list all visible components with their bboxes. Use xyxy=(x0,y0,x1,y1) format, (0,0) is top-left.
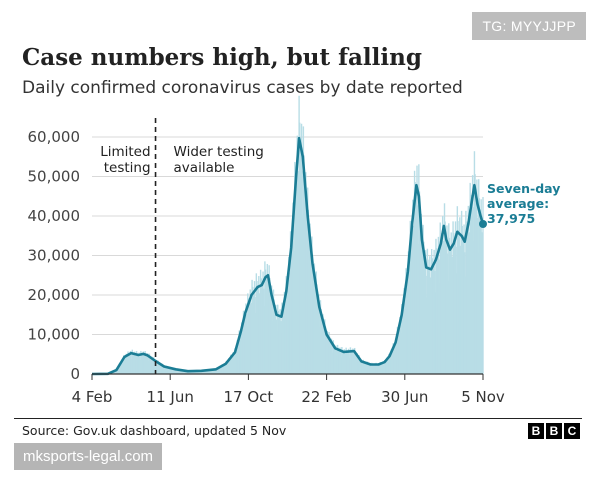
x-tick-label: 5 Nov xyxy=(461,388,505,406)
y-tick-label: 20,000 xyxy=(28,286,81,304)
wider-testing-label: Wider testing available xyxy=(174,144,264,176)
source-note: Source: Gov.uk dashboard, updated 5 Nov xyxy=(22,423,287,438)
y-tick-label: 0 xyxy=(70,365,80,383)
y-tick-label: 10,000 xyxy=(28,326,81,344)
y-tick-label: 50,000 xyxy=(28,168,81,186)
corner-tag: TG: MYYJJPP xyxy=(472,12,586,40)
seven-day-average-line xyxy=(91,136,485,376)
y-tick-label: 40,000 xyxy=(28,207,81,225)
bbc-logo-letter: B xyxy=(546,423,562,439)
x-tick-label: 22 Feb xyxy=(301,388,351,406)
limited-testing-label: Limited testing xyxy=(100,144,150,176)
bbc-logo-letter: C xyxy=(564,423,580,439)
x-tick-label: 17 Oct xyxy=(224,388,274,406)
x-tick-label: 11 Jun xyxy=(147,388,194,406)
chart-canvas: 0 10,000 20,000 30,000 40,000 50,000 60,000 4 F… xyxy=(28,95,560,406)
footer-divider xyxy=(14,418,582,419)
watermark-badge: mksports-legal.com xyxy=(14,443,163,470)
bbc-logo: B B C xyxy=(528,423,580,439)
chart-subtitle: Daily confirmed coronavirus cases by dat… xyxy=(22,78,463,98)
bbc-logo-letter: B xyxy=(528,423,544,439)
seven-day-average-label: Seven-day average: 37,975 xyxy=(487,181,560,226)
chart-title: Case numbers high, but falling xyxy=(22,44,422,71)
y-tick-label: 30,000 xyxy=(28,247,81,265)
y-tick-label: 60,000 xyxy=(28,128,81,146)
seven-day-average-end-point xyxy=(479,219,487,228)
daily-case-bar xyxy=(482,196,484,374)
x-tick-label: 30 Jun xyxy=(381,388,428,406)
x-tick-label: 4 Feb xyxy=(72,388,113,406)
